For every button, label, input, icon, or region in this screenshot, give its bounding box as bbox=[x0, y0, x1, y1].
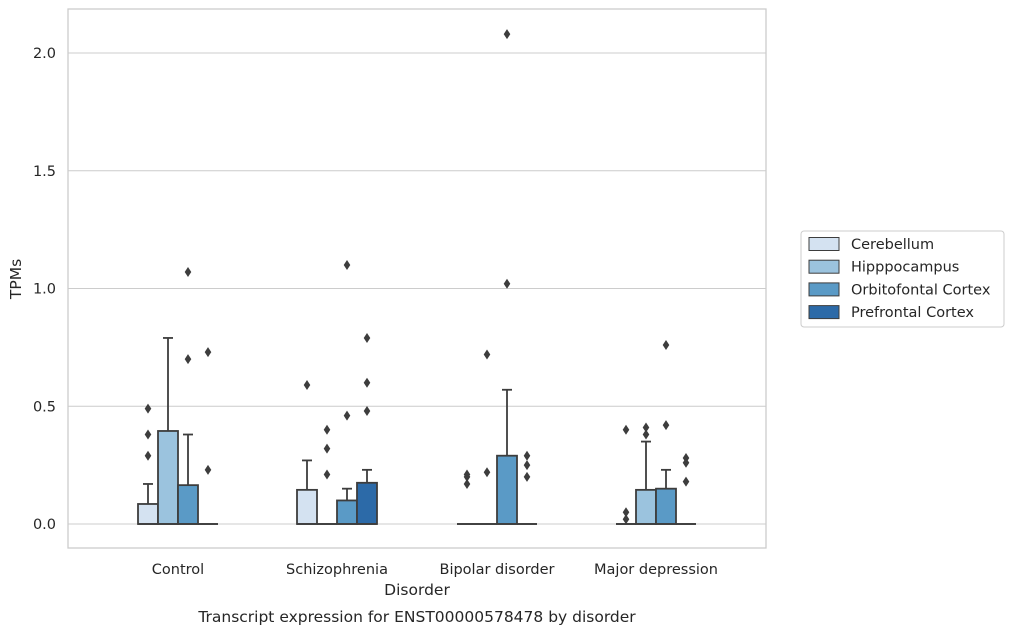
box bbox=[177, 484, 199, 525]
box bbox=[157, 430, 179, 525]
box-group bbox=[496, 29, 518, 525]
box-group bbox=[198, 347, 218, 525]
outlier-point bbox=[343, 259, 351, 270]
outlier-point bbox=[363, 332, 371, 343]
box-group bbox=[616, 424, 636, 525]
legend-frame bbox=[800, 230, 1005, 328]
y-tick-label: 0.5 bbox=[33, 399, 56, 415]
outlier-point bbox=[144, 429, 152, 440]
x-tick-label: Schizophrenia bbox=[286, 562, 388, 578]
outlier-point bbox=[523, 460, 531, 471]
outlier-point bbox=[323, 469, 331, 480]
box bbox=[655, 487, 677, 525]
outlier-point bbox=[642, 429, 650, 440]
box-group bbox=[177, 267, 199, 525]
legend-swatch bbox=[808, 305, 840, 320]
outlier-point bbox=[523, 450, 531, 461]
box-group bbox=[157, 337, 179, 525]
box-group bbox=[137, 403, 159, 525]
outlier-point bbox=[662, 340, 670, 351]
box-group bbox=[336, 259, 358, 525]
y-tick-label: 2.0 bbox=[33, 46, 56, 62]
outlier-point bbox=[503, 278, 511, 289]
outlier-point bbox=[303, 380, 311, 391]
box-group bbox=[655, 340, 677, 525]
outlier-point bbox=[682, 453, 690, 464]
legend-swatch bbox=[808, 259, 840, 274]
box-group bbox=[317, 424, 337, 525]
legend-label: Hipppocampus bbox=[851, 260, 959, 276]
legend-swatch bbox=[808, 282, 840, 297]
x-tick-label: Control bbox=[152, 562, 204, 578]
outlier-point bbox=[622, 424, 630, 435]
outlier-point bbox=[184, 354, 192, 365]
box bbox=[635, 488, 657, 525]
box bbox=[336, 499, 358, 525]
outlier-point bbox=[622, 514, 630, 525]
outlier-point bbox=[144, 403, 152, 414]
box bbox=[296, 488, 318, 525]
box-group bbox=[296, 380, 318, 525]
x-tick-label: Major depression bbox=[594, 562, 718, 578]
outlier-point bbox=[323, 424, 331, 435]
outlier-point bbox=[622, 507, 630, 518]
legend-swatch bbox=[808, 237, 840, 251]
boxes bbox=[137, 29, 696, 525]
outlier-point bbox=[483, 467, 491, 478]
x-axis-title: Disorder bbox=[384, 581, 450, 599]
y-axis-title: TPMs bbox=[7, 259, 25, 300]
outlier-point bbox=[363, 405, 371, 416]
plot-frame bbox=[67, 8, 767, 549]
outlier-point bbox=[503, 29, 511, 40]
box-group bbox=[457, 469, 477, 525]
outlier-point bbox=[343, 410, 351, 421]
legend-label: Orbitofontal Cortex bbox=[851, 282, 991, 298]
outlier-point bbox=[463, 469, 471, 480]
outlier-point bbox=[463, 478, 471, 489]
outlier-point bbox=[184, 267, 192, 278]
box bbox=[356, 481, 378, 525]
box bbox=[496, 454, 518, 525]
outlier-point bbox=[682, 476, 690, 487]
box bbox=[137, 503, 159, 525]
y-tick-labels: 0.0 0.5 1.0 1.5 2.0 bbox=[33, 46, 56, 533]
outlier-point bbox=[144, 450, 152, 461]
outlier-point bbox=[204, 347, 212, 358]
legend-items: Cerebellum Hipppocampus Orbitofontal Corte… bbox=[808, 237, 991, 321]
legend: Cerebellum Hipppocampus Orbitofontal Corte… bbox=[800, 230, 1005, 328]
box-group bbox=[356, 332, 378, 525]
chart-caption: Transcript expression for ENST0000057847… bbox=[197, 608, 636, 626]
box-group bbox=[477, 349, 497, 525]
outlier-point bbox=[642, 422, 650, 433]
box-group bbox=[635, 422, 657, 525]
x-tick-labels: Control Schizophrenia Bipolar disorder Majo… bbox=[152, 562, 718, 578]
x-tick-label: Bipolar disorder bbox=[440, 562, 555, 578]
y-tick-label: 1.0 bbox=[33, 282, 56, 298]
y-tick-label: 0.0 bbox=[33, 517, 56, 533]
outlier-point bbox=[204, 464, 212, 475]
y-tick-label: 1.5 bbox=[33, 164, 56, 180]
outlier-point bbox=[483, 349, 491, 360]
outlier-point bbox=[523, 471, 531, 482]
box-group bbox=[676, 453, 696, 525]
box-group bbox=[517, 450, 537, 525]
outlier-point bbox=[662, 420, 670, 431]
legend-label: Cerebellum bbox=[851, 237, 934, 253]
outlier-point bbox=[323, 443, 331, 454]
legend-label: Prefrontal Cortex bbox=[851, 305, 974, 321]
outlier-point bbox=[363, 377, 371, 388]
